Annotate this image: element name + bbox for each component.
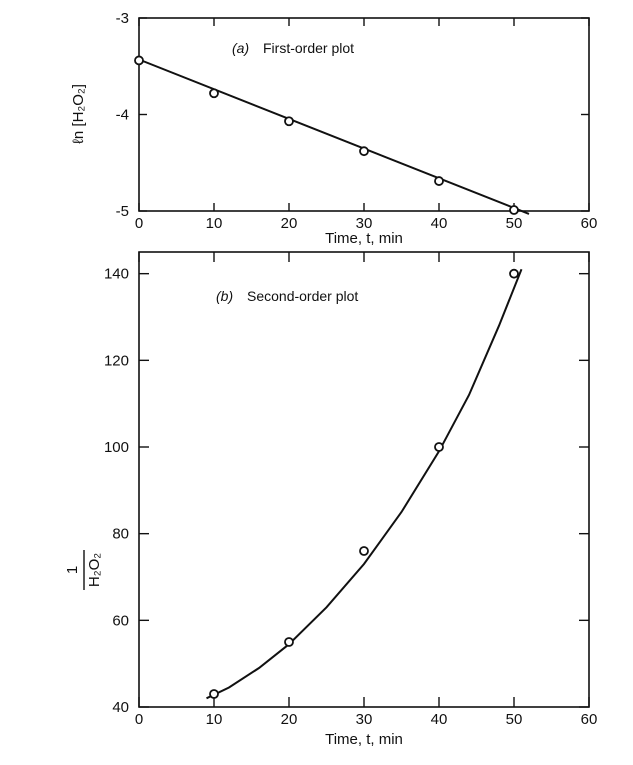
panel-b-y-tick-label: 60: [112, 612, 129, 629]
panel-a-fit-line-group: [138, 58, 530, 215]
panel-b-label: (b): [216, 288, 233, 304]
panel-a-fit-line: [138, 58, 530, 215]
panel-b-x-tick-label: 60: [581, 711, 598, 728]
panel-b-x-tick-label: 10: [206, 711, 223, 728]
panel-b-y-tick-label: 140: [104, 266, 129, 283]
panel-a-data-point: [434, 176, 444, 186]
panel-b-y-axis-label: 1 H₂O₂: [64, 550, 103, 590]
panel-a-y-axis-label: ℓn [H₂O₂]: [70, 84, 87, 144]
panel-a-x-tick-label: 10: [206, 215, 223, 232]
panel-b-second-order-plot: 0 10 20 30 40 50 60 40 60 80 100 120 140 (b) Second-…: [64, 251, 597, 748]
panel-a-x-tick-label: 50: [506, 215, 523, 232]
panel-b-x-tick-label: 20: [281, 711, 298, 728]
panel-a-first-order-plot: 0 10 20 30 40 50 60 -5 -4 -3 (a) First-order plot…: [70, 10, 597, 247]
panel-a-x-tick-label: 0: [135, 215, 143, 232]
panel-a-y-tick-label: -4: [116, 107, 129, 124]
panel-a-x-tick-label: 20: [281, 215, 298, 232]
panel-b-y-label-denominator: H₂O₂: [86, 553, 103, 587]
panel-a-data-point: [359, 146, 369, 157]
panel-a-y-tick-label: -5: [116, 203, 129, 220]
panel-b-data-point: [359, 546, 369, 556]
panel-b-x-axis-label: Time, t, min: [325, 731, 403, 748]
panel-b-x-tick-label: 0: [135, 711, 143, 728]
panel-a-data-points: [134, 55, 519, 215]
panel-b-y-tick-label: 40: [112, 699, 129, 716]
panel-b-fit-curve: [206, 268, 523, 700]
panel-a-x-tick-label: 40: [431, 215, 448, 232]
panel-b-data-points: [209, 268, 519, 699]
panel-a-ticks: 0 10 20 30 40 50 60 -5 -4 -3: [116, 10, 598, 232]
panel-b-x-tick-label: 40: [431, 711, 448, 728]
panel-b-data-point: [284, 637, 294, 647]
panel-a-x-tick-label: 60: [581, 215, 598, 232]
panel-b-title: Second-order plot: [247, 288, 358, 304]
panel-a-data-point: [134, 55, 144, 66]
panel-b-y-tick-label: 80: [112, 526, 129, 543]
panel-b-data-point: [209, 689, 219, 699]
panel-b-data-point: [434, 442, 444, 452]
panel-a-x-axis-label: Time, t, min: [325, 230, 403, 247]
panel-b-x-tick-label: 50: [506, 711, 523, 728]
panel-b-frame: [138, 251, 590, 708]
panel-b-y-tick-label: 100: [104, 439, 129, 456]
panel-b-data-point: [509, 268, 519, 279]
panel-a-label: (a): [232, 40, 249, 56]
panel-a-data-point: [509, 205, 519, 215]
panel-b-ticks: 0 10 20 30 40 50 60 40 60 80 100 120 140: [104, 252, 597, 728]
panel-a-data-point: [209, 88, 219, 99]
panel-b-y-tick-label: 120: [104, 352, 129, 369]
panel-a-x-tick-label: 30: [356, 215, 373, 232]
panel-a-data-point: [284, 116, 294, 127]
panel-a-title: First-order plot: [263, 40, 354, 56]
panel-b-fit-curve-group: [206, 268, 523, 700]
panel-a-y-tick-label: -3: [116, 10, 129, 27]
panel-b-y-label-numerator: 1: [64, 566, 81, 574]
panel-b-x-tick-label: 30: [356, 711, 373, 728]
panel-a-frame: [138, 17, 590, 212]
